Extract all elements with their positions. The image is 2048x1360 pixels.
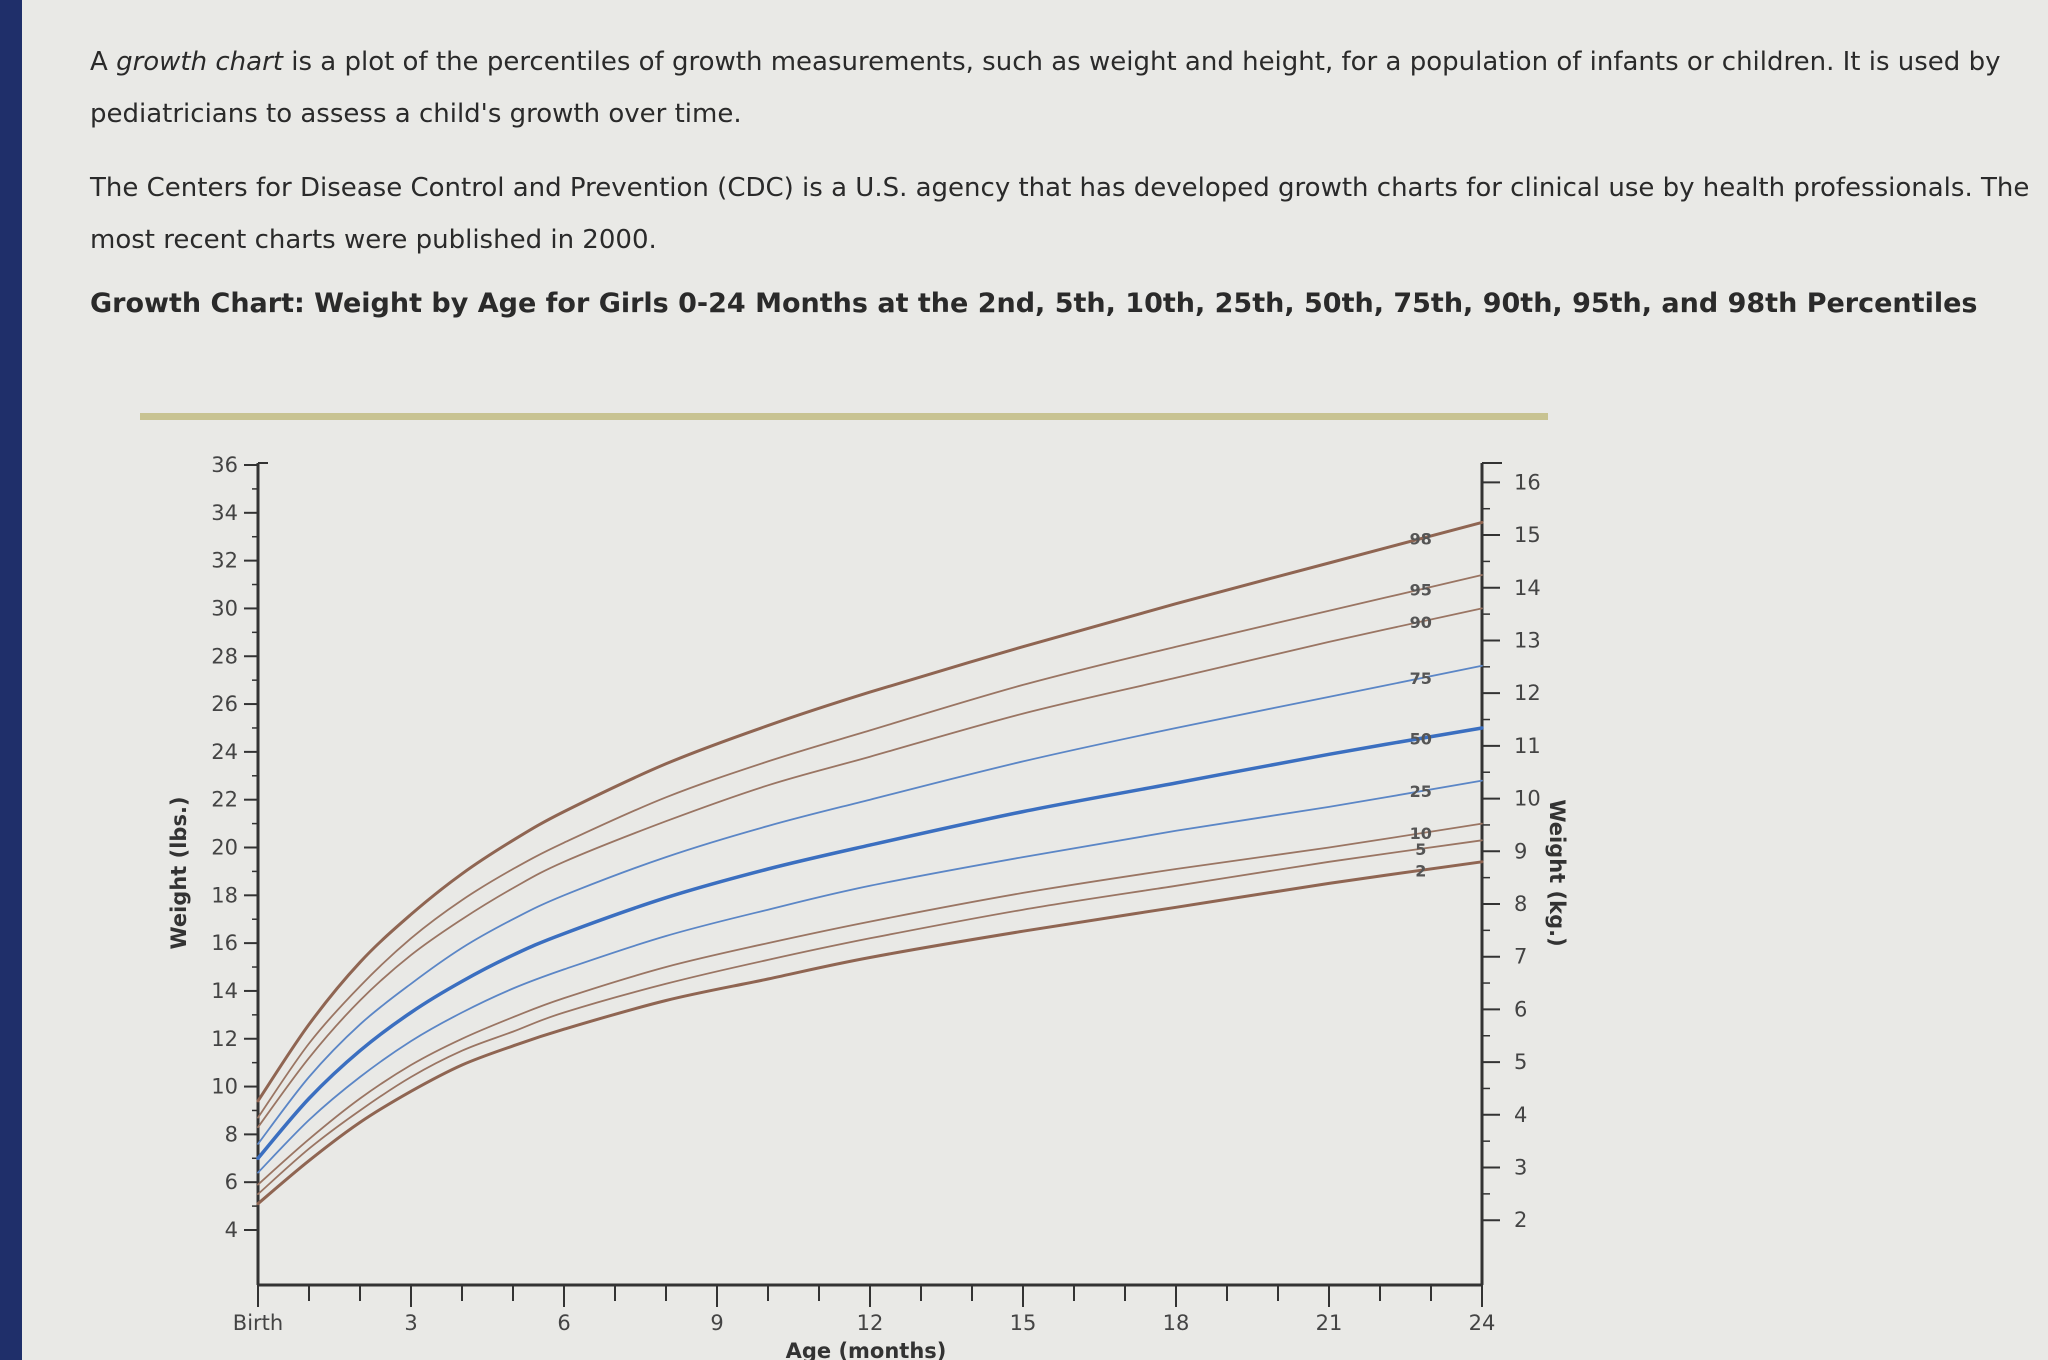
intro-body: is a plot of the percentiles of growth m… bbox=[90, 47, 2001, 129]
x-axis-title: Age (months) bbox=[786, 1339, 947, 1360]
y2-tick-label: 13 bbox=[1514, 628, 1541, 652]
percentile-90-label: 90 bbox=[1410, 613, 1432, 632]
y2-axis-title: Weight (kg.) bbox=[1545, 799, 1569, 946]
y-tick-label: 14 bbox=[211, 979, 238, 1003]
y-tick-label: 4 bbox=[225, 1218, 238, 1242]
percentile-5-label: 5 bbox=[1415, 840, 1426, 859]
percentile-50-label: 50 bbox=[1410, 729, 1432, 748]
y-tick-label: 36 bbox=[211, 453, 238, 477]
y2-tick-label: 4 bbox=[1514, 1103, 1527, 1127]
x-tick-label: 6 bbox=[557, 1311, 570, 1335]
cdc-paragraph: The Centers for Disease Control and Prev… bbox=[90, 173, 2030, 255]
x-tick-label: 12 bbox=[857, 1311, 884, 1335]
y2-tick-label: 6 bbox=[1514, 997, 1527, 1021]
y-axis-title: Weight (lbs.) bbox=[167, 796, 191, 949]
percentile-50-curve bbox=[256, 726, 1484, 1161]
y2-tick-label: 3 bbox=[1514, 1156, 1527, 1180]
x-tick-label: 18 bbox=[1163, 1311, 1190, 1335]
percentile-10-label: 10 bbox=[1410, 824, 1432, 843]
axes-layer: 4681012141618202224262830323436234567891… bbox=[211, 453, 1540, 1335]
percentile-25-curve bbox=[257, 779, 1483, 1174]
percentile-75-label: 75 bbox=[1410, 669, 1432, 688]
intro-lead: A bbox=[90, 47, 117, 77]
x-tick-label: 21 bbox=[1316, 1311, 1343, 1335]
percentile-2-label: 2 bbox=[1415, 861, 1426, 880]
y-tick-label: 10 bbox=[211, 1075, 238, 1099]
y-tick-label: 24 bbox=[211, 740, 238, 764]
y-tick-label: 6 bbox=[225, 1170, 238, 1194]
content-page bbox=[22, 0, 2048, 1360]
y-tick-label: 22 bbox=[211, 788, 238, 812]
y-tick-label: 18 bbox=[211, 883, 238, 907]
x-tick-label: 3 bbox=[404, 1311, 417, 1335]
x-tick-label: 9 bbox=[710, 1311, 723, 1335]
percentile-5-curve bbox=[257, 839, 1483, 1195]
y2-tick-label: 10 bbox=[1514, 787, 1541, 811]
y-tick-label: 28 bbox=[211, 644, 238, 668]
y-tick-label: 34 bbox=[211, 501, 238, 525]
section-divider bbox=[140, 413, 1548, 420]
y2-tick-label: 8 bbox=[1514, 892, 1527, 916]
y2-tick-label: 11 bbox=[1514, 734, 1541, 758]
y2-tick-label: 9 bbox=[1514, 839, 1527, 863]
chart-title: Growth Chart: Weight by Age for Girls 0-… bbox=[90, 288, 1978, 319]
y-tick-label: 16 bbox=[211, 931, 238, 955]
percentile-98-label: 98 bbox=[1410, 530, 1432, 549]
y2-tick-label: 15 bbox=[1514, 523, 1541, 547]
y-tick-label: 20 bbox=[211, 836, 238, 860]
percentile-curves bbox=[256, 520, 1484, 1206]
percentile-10-curve bbox=[257, 822, 1483, 1186]
y2-tick-label: 5 bbox=[1514, 1050, 1527, 1074]
y-tick-label: 32 bbox=[211, 549, 238, 573]
y2-tick-label: 2 bbox=[1514, 1208, 1527, 1232]
x-tick-label: Birth bbox=[233, 1311, 283, 1335]
percentile-95-label: 95 bbox=[1410, 580, 1432, 599]
percentile-90-curve bbox=[257, 607, 1483, 1129]
left-edge-band bbox=[0, 0, 22, 1360]
percentile-75-curve bbox=[257, 664, 1483, 1145]
y-tick-label: 8 bbox=[225, 1122, 238, 1146]
x-tick-label: 15 bbox=[1010, 1311, 1037, 1335]
y2-tick-label: 16 bbox=[1514, 470, 1541, 494]
y2-tick-label: 7 bbox=[1514, 945, 1527, 969]
y2-tick-label: 14 bbox=[1514, 576, 1541, 600]
growth-chart-term: growth chart bbox=[116, 47, 283, 77]
y-tick-label: 12 bbox=[211, 1027, 238, 1051]
percentile-95-curve bbox=[257, 574, 1483, 1119]
percentile-2-curve bbox=[256, 860, 1484, 1206]
y-tick-label: 30 bbox=[211, 596, 238, 620]
percentile-98-curve bbox=[256, 520, 1484, 1103]
y-tick-label: 26 bbox=[211, 692, 238, 716]
intro-paragraph: A growth chart is a plot of the percenti… bbox=[90, 36, 2040, 140]
percentile-25-label: 25 bbox=[1410, 782, 1432, 801]
y2-tick-label: 12 bbox=[1514, 681, 1541, 705]
x-tick-label: 24 bbox=[1469, 1311, 1496, 1335]
